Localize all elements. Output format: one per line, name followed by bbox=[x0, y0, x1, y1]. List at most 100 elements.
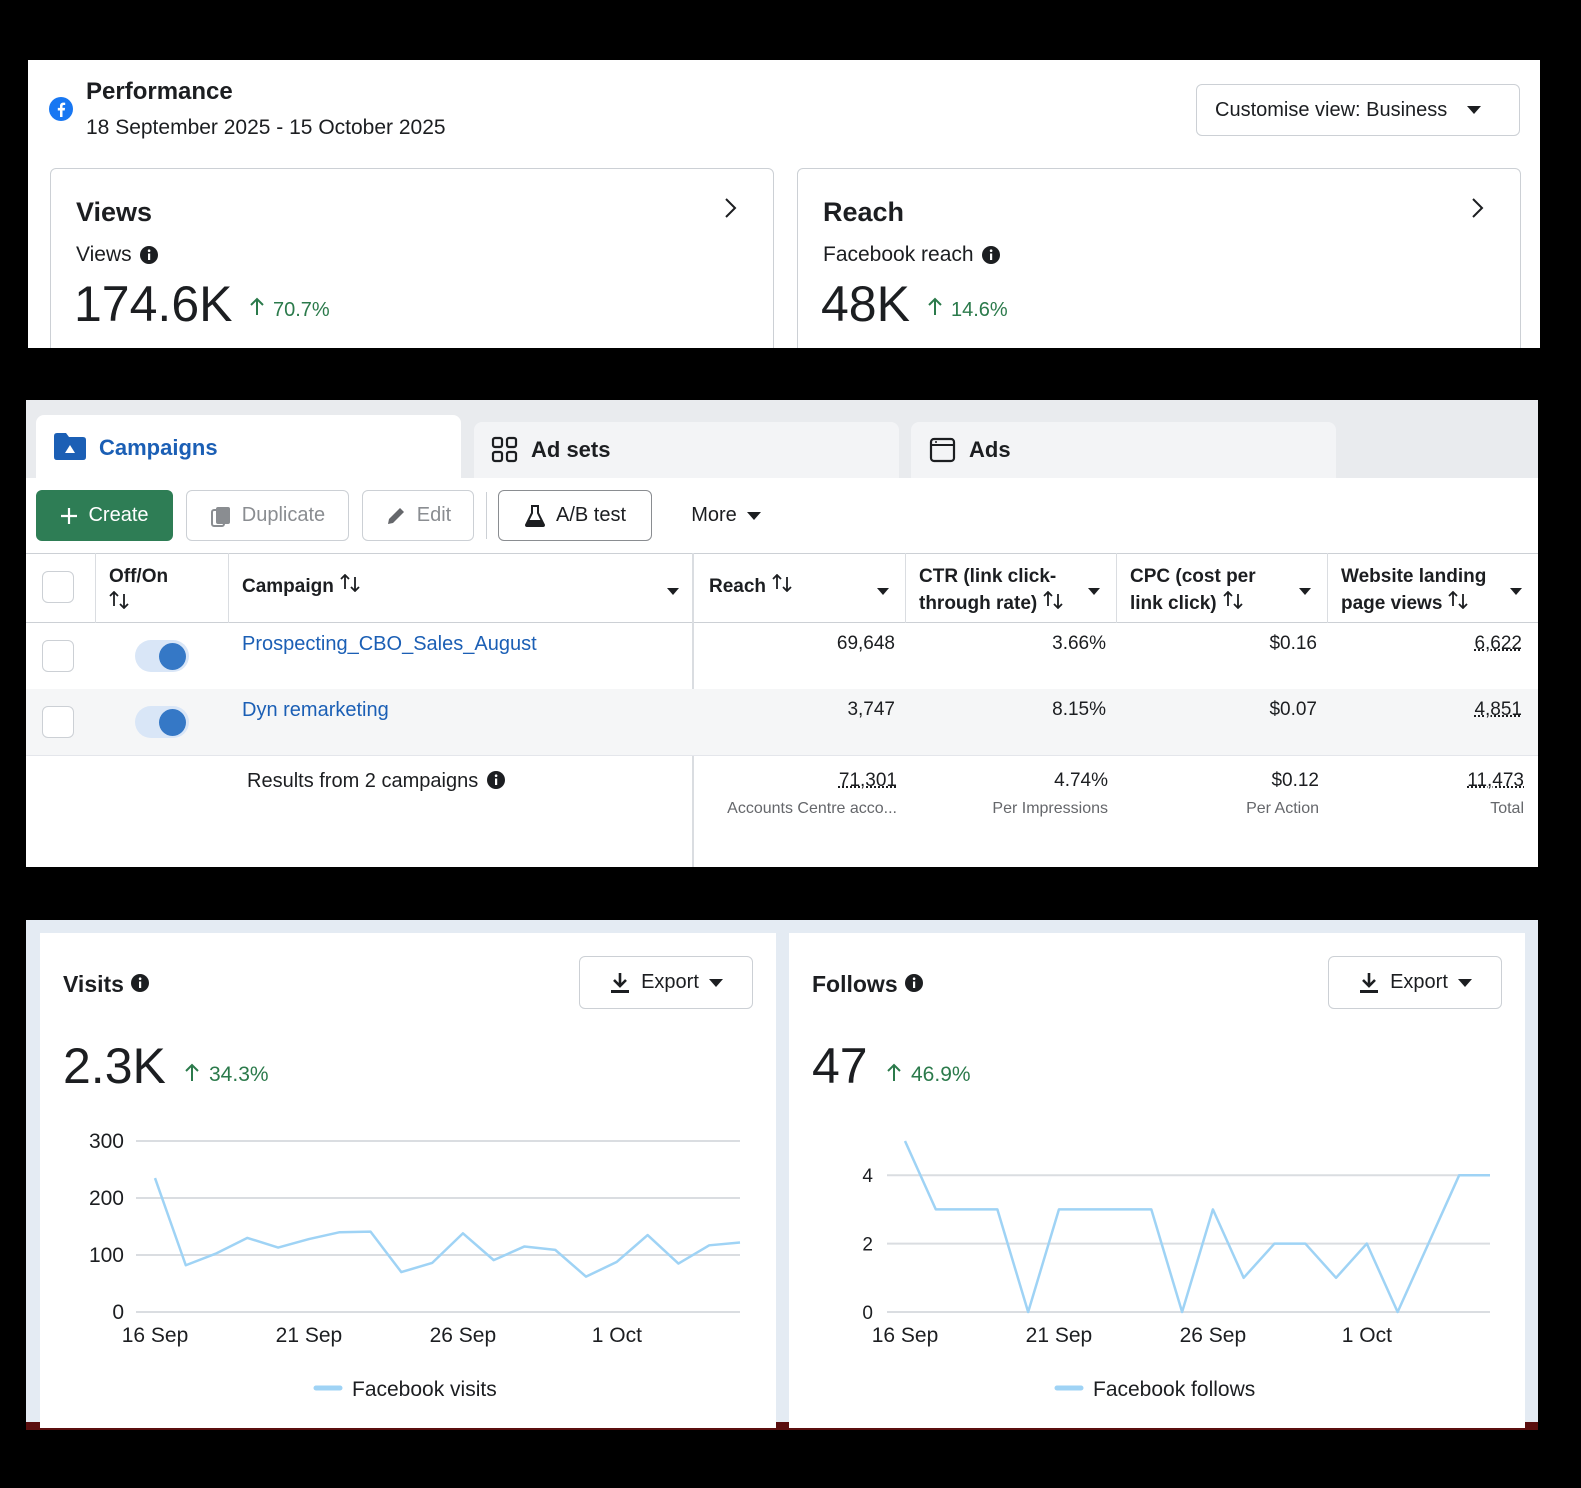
column-header[interactable]: Website landing page views bbox=[1341, 563, 1502, 617]
column-caret bbox=[1088, 583, 1100, 601]
tab-label: Campaigns bbox=[99, 435, 218, 460]
edit-icon bbox=[387, 507, 404, 524]
tab-adsets[interactable]: Ad sets bbox=[474, 422, 899, 478]
info-icon bbox=[981, 245, 1001, 270]
tab-ads[interactable]: Ads bbox=[911, 422, 1336, 478]
sort-svg bbox=[1448, 590, 1469, 610]
sort-icon bbox=[772, 573, 792, 597]
sort-icon bbox=[1448, 590, 1469, 614]
sort-svg bbox=[340, 573, 360, 593]
ab-test-button[interactable]: A/B test bbox=[498, 490, 652, 541]
insight-change: 34.3% bbox=[209, 1063, 269, 1086]
column-header[interactable]: Off/On bbox=[109, 563, 199, 617]
column-divider bbox=[1327, 553, 1328, 623]
row-checkbox[interactable] bbox=[42, 640, 74, 672]
summary-note: Per Action bbox=[1246, 800, 1319, 817]
column-caret-svg bbox=[1510, 588, 1522, 595]
export-button[interactable]: Export bbox=[1328, 956, 1502, 1009]
sort-svg bbox=[772, 573, 792, 593]
row-checkbox[interactable] bbox=[42, 706, 74, 738]
row-border bbox=[26, 755, 1538, 756]
up-arrow-svg bbox=[250, 297, 264, 315]
summary-note: Per Impressions bbox=[992, 800, 1108, 817]
edit-button[interactable]: Edit bbox=[362, 490, 474, 541]
toggle[interactable] bbox=[135, 640, 189, 672]
card-value: 48K bbox=[821, 276, 910, 332]
performance-panel: Performance 18 September 2025 - 15 Octob… bbox=[28, 60, 1540, 348]
column-caret bbox=[1510, 583, 1522, 601]
button-label: Duplicate bbox=[241, 504, 326, 526]
insight-value: 2.3K bbox=[63, 1038, 166, 1094]
tab-campaigns[interactable]: Campaigns bbox=[36, 415, 461, 478]
tab-label: Ad sets bbox=[531, 437, 611, 462]
button-label: More bbox=[691, 504, 737, 526]
plus-icon bbox=[61, 507, 78, 524]
up-arrow bbox=[927, 297, 943, 322]
column-header[interactable]: CPC (cost per link click) bbox=[1130, 563, 1291, 617]
button-label: A/B test bbox=[555, 504, 627, 526]
chevron-svg bbox=[725, 198, 737, 218]
export-button[interactable]: Export bbox=[579, 956, 753, 1009]
card-change: 14.6% bbox=[951, 299, 1008, 321]
caret bbox=[1457, 978, 1472, 987]
info-icon-svg bbox=[487, 771, 505, 789]
view-button[interactable]: Customise view: Business bbox=[1196, 84, 1520, 136]
caret bbox=[746, 511, 761, 520]
metric-card[interactable]: Reach Facebook reach 48K 14.6% bbox=[797, 168, 1521, 348]
column-caret-svg bbox=[877, 588, 889, 595]
metric-card[interactable]: Views Views 174.6K 70.7% bbox=[50, 168, 774, 348]
card-title: Reach bbox=[823, 197, 905, 227]
button-label: Export bbox=[641, 971, 699, 993]
sort-icon bbox=[340, 573, 360, 597]
cell: $0.16 bbox=[1269, 633, 1317, 654]
column-divider bbox=[1116, 553, 1117, 623]
table-border bbox=[26, 553, 1538, 554]
duplicate-icon bbox=[210, 506, 230, 527]
tab-label: Ads bbox=[969, 437, 1011, 462]
info-icon bbox=[130, 973, 150, 998]
cell: 6,622 bbox=[1474, 633, 1522, 654]
tab-icon bbox=[491, 436, 518, 463]
card-title: Views bbox=[76, 197, 153, 227]
card-change: 70.7% bbox=[273, 299, 330, 321]
column-divider bbox=[228, 553, 229, 623]
more-button[interactable]: More bbox=[676, 490, 776, 541]
toggle[interactable] bbox=[135, 706, 189, 738]
column-caret bbox=[667, 583, 679, 601]
header-checkbox[interactable] bbox=[42, 571, 74, 603]
row-bg bbox=[26, 689, 1538, 755]
column-header[interactable]: CTR (link click-through rate) bbox=[919, 563, 1080, 617]
sort-icon bbox=[1222, 590, 1243, 614]
column-divider bbox=[905, 553, 906, 623]
summary-value: 11,473 bbox=[1467, 770, 1524, 791]
summary-value: 4.74% bbox=[1054, 770, 1108, 791]
column-header[interactable]: Reach bbox=[709, 573, 869, 600]
tab-icon bbox=[54, 433, 86, 460]
cell: 3,747 bbox=[847, 699, 895, 720]
column-caret-svg bbox=[667, 588, 679, 595]
up-arrow bbox=[184, 1063, 200, 1088]
campaign-name[interactable]: Dyn remarketing bbox=[242, 699, 389, 721]
view-button-label: Customise view: Business bbox=[1215, 98, 1448, 121]
up-arrow bbox=[886, 1063, 902, 1088]
summary-note: Accounts Centre acco... bbox=[727, 800, 897, 817]
insight-value: 47 bbox=[812, 1038, 868, 1094]
summary-note: Total bbox=[1490, 800, 1524, 817]
duplicate-button[interactable]: Duplicate bbox=[186, 490, 349, 541]
flask-icon bbox=[524, 504, 545, 527]
column-header-label: Website landing page views bbox=[1341, 566, 1487, 614]
tab-icon bbox=[929, 437, 956, 463]
column-header[interactable]: Campaign bbox=[242, 573, 659, 600]
campaigns-panel: Campaigns Ad sets Ads Create Duplicate E… bbox=[26, 400, 1538, 867]
column-header-label: Campaign bbox=[242, 576, 334, 597]
insight-title: Follows bbox=[812, 971, 898, 997]
campaign-name[interactable]: Prospecting_CBO_Sales_August bbox=[242, 633, 537, 655]
button-label: Create bbox=[88, 504, 149, 526]
button-label: Edit bbox=[416, 504, 452, 526]
button-label: Export bbox=[1390, 971, 1448, 993]
column-header-label: CTR (link click-through rate) bbox=[919, 566, 1057, 614]
up-arrow bbox=[249, 297, 265, 322]
sort-icon bbox=[1043, 590, 1063, 614]
create-button[interactable]: Create bbox=[36, 490, 173, 541]
